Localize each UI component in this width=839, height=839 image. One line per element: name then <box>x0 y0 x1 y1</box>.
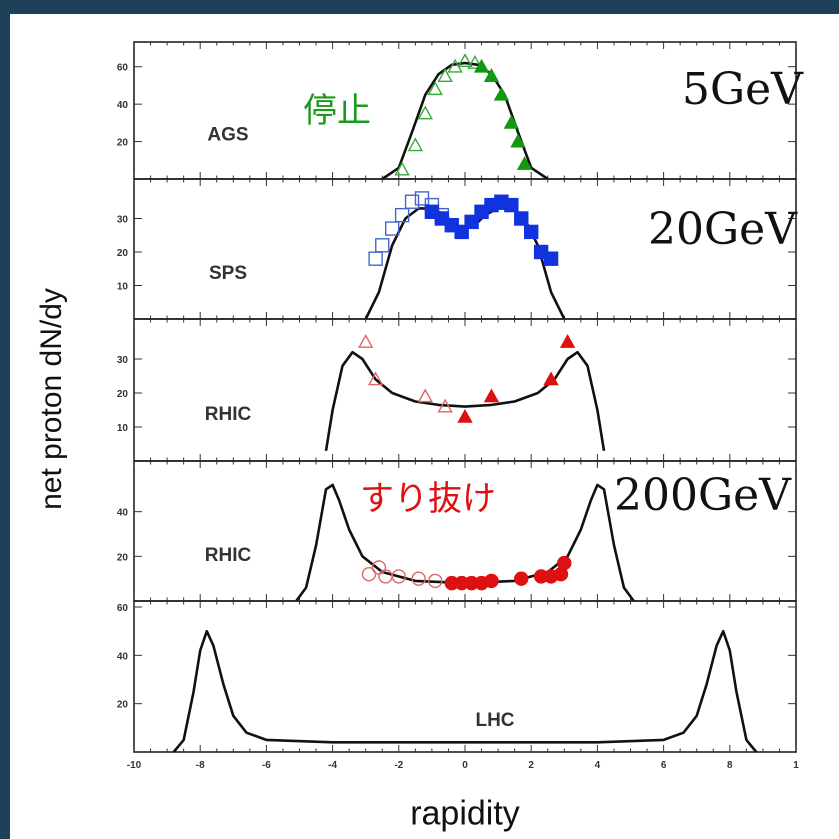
y-tick-label: 20 <box>117 552 129 563</box>
panel-label: RHIC <box>205 545 252 566</box>
energy-label-20gev: 20GeV <box>648 204 797 255</box>
data-point-filled <box>559 334 576 348</box>
y-axis-label: net proton dN/dy <box>35 288 68 510</box>
data-point-open <box>417 388 433 403</box>
panel-label: LHC <box>475 710 514 731</box>
data-point-open <box>457 53 473 67</box>
x-tick-label: -6 <box>262 760 271 771</box>
data-point-filled <box>457 408 473 423</box>
data-point-filled <box>473 58 490 73</box>
data-point-filled <box>524 224 539 240</box>
data-point-filled <box>514 211 529 226</box>
slide-canvas: 20 40 60 AGS 10 20 30 SPS 10 20 30 RHIC 20 40 RHIC 20 40… <box>10 14 839 839</box>
model-curve <box>324 350 606 452</box>
data-point-open <box>417 105 433 120</box>
data-point-open <box>437 398 453 413</box>
data-point-open <box>361 567 377 582</box>
panel-label: AGS <box>207 125 248 146</box>
data-point-open <box>394 207 410 223</box>
energy-label-200gev: 200GeV <box>614 470 791 521</box>
data-point-open <box>375 238 390 253</box>
x-tick-label: 0 <box>462 760 468 771</box>
data-point-open <box>437 68 453 82</box>
data-point-filled <box>543 251 559 266</box>
data-point-open <box>411 571 426 586</box>
y-tick-label: 60 <box>117 603 129 614</box>
y-tick-label: 40 <box>117 508 129 519</box>
panel-label: RHIC <box>205 404 252 425</box>
data-point-open <box>367 371 384 386</box>
x-tick-label: 2 <box>528 760 534 771</box>
data-point-open <box>394 161 410 176</box>
data-point-open <box>404 194 420 209</box>
y-tick-label: 40 <box>117 651 129 662</box>
x-tick-label: 6 <box>661 760 667 771</box>
panel-label: SPS <box>209 263 247 284</box>
y-tick-label: 20 <box>117 389 129 400</box>
data-point-open <box>467 55 483 69</box>
y-tick-label: 10 <box>117 282 129 293</box>
data-point-open <box>368 251 383 266</box>
data-point-filled <box>493 86 510 101</box>
data-point-filled <box>557 555 572 571</box>
data-point-filled <box>503 114 520 129</box>
annotation-stop: 停止 <box>303 91 371 131</box>
x-tick-label: -2 <box>394 760 403 771</box>
panel-frame <box>133 318 797 462</box>
y-tick-label: 10 <box>117 423 129 434</box>
y-tick-label: 30 <box>117 215 129 226</box>
energy-label-5gev: 5GeV <box>682 64 803 115</box>
annotation-pass-through: すり抜け <box>360 479 496 519</box>
data-point-filled <box>514 571 529 586</box>
data-point-filled <box>483 388 500 403</box>
x-tick-label: 4 <box>595 760 601 771</box>
model-curve <box>381 61 549 181</box>
y-tick-label: 30 <box>117 355 129 366</box>
x-tick-label: -8 <box>196 760 205 771</box>
data-point-open <box>427 81 443 96</box>
y-tick-label: 20 <box>117 700 129 711</box>
data-point-filled <box>543 371 559 386</box>
y-tick-label: 40 <box>117 100 129 111</box>
data-point-open <box>384 221 400 236</box>
data-point-filled <box>516 156 533 170</box>
data-point-filled <box>483 68 500 82</box>
x-tick-label: -4 <box>328 760 337 771</box>
model-curve <box>172 629 758 753</box>
y-tick-label: 20 <box>117 248 129 259</box>
data-point-filled <box>504 197 519 213</box>
y-tick-label: 60 <box>117 63 129 74</box>
data-point-open <box>371 560 387 575</box>
x-tick-label: 1 <box>793 760 799 771</box>
data-point-filled <box>510 133 526 148</box>
x-axis-label: rapidity <box>410 794 520 833</box>
panel-frame <box>133 600 797 753</box>
data-point-open <box>407 137 424 152</box>
x-tick-label: -10 <box>127 760 142 771</box>
x-tick-label: 8 <box>727 760 733 771</box>
y-tick-label: 20 <box>117 138 129 149</box>
data-point-open <box>391 569 406 584</box>
data-point-open <box>358 334 374 348</box>
chart: 204060AGS102030SPS102030RHIC2040RHIC2040… <box>117 41 799 771</box>
data-point-filled <box>484 573 499 589</box>
data-point-open <box>428 573 443 589</box>
